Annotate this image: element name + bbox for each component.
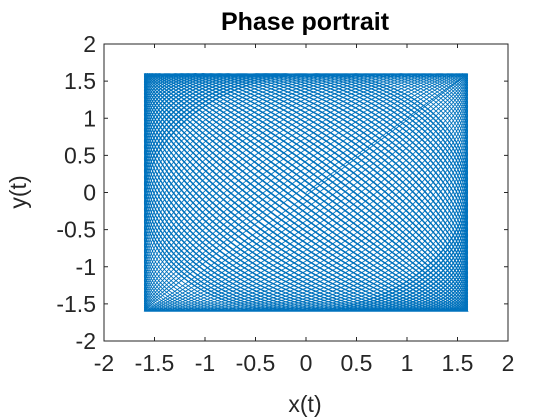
x-tick-label: 0.5	[341, 350, 373, 376]
x-tick-label: 1.5	[442, 350, 474, 376]
trajectory-series	[143, 73, 469, 312]
y-tick-label: 2	[83, 31, 96, 57]
y-tick-label: -0.5	[56, 217, 96, 243]
x-tick-label: -1.5	[135, 350, 175, 376]
y-tick-label: 1	[83, 105, 96, 131]
y-axis-ticks: -2 -1.5 -1 -0.5 0 0.5 1 1.5 2	[56, 31, 508, 354]
x-tick-label: -1	[195, 350, 215, 376]
chart-title: Phase portrait	[221, 8, 390, 36]
y-tick-label: 1.5	[64, 68, 96, 94]
trajectory-line	[143, 73, 469, 312]
x-axis-ticks: -2 -1.5 -1 -0.5 0 0.5 1 1.5 2	[94, 44, 515, 376]
x-tick-label: -2	[94, 350, 114, 376]
y-tick-label: -1.5	[56, 291, 96, 317]
y-tick-label: -2	[76, 328, 96, 354]
x-tick-label: -0.5	[236, 350, 276, 376]
x-tick-label: 1	[401, 350, 414, 376]
y-axis-label: y(t)	[5, 175, 31, 208]
y-tick-label: -1	[76, 254, 96, 280]
y-tick-label: 0.5	[64, 142, 96, 168]
y-tick-label: 0	[83, 180, 96, 206]
x-tick-label: 2	[502, 350, 515, 376]
x-tick-label: 0	[300, 350, 313, 376]
x-axis-label: x(t)	[288, 391, 321, 417]
plot-area: -2 -1.5 -1 -0.5 0 0.5 1 1.5 2 -2 -1.5 -1 -0.5 0 0.5 1 1…	[56, 31, 514, 376]
